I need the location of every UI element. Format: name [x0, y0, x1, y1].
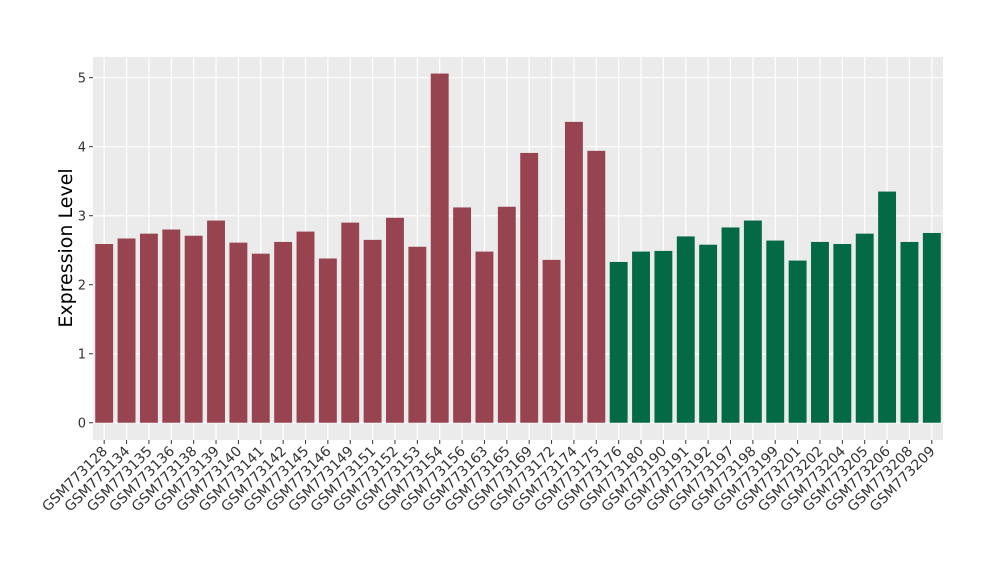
- bar: [386, 217, 404, 423]
- bar: [609, 261, 628, 423]
- bar: [497, 206, 516, 423]
- bar: [117, 238, 136, 423]
- y-axis-title: Expression Level: [55, 168, 77, 327]
- bar: [184, 235, 203, 423]
- bar: [363, 239, 382, 423]
- bar: [162, 229, 181, 423]
- bar: [95, 244, 114, 423]
- bar: [542, 259, 561, 423]
- y-tick-label: 2: [78, 279, 86, 294]
- bar: [341, 222, 360, 423]
- bar: [743, 220, 762, 423]
- bar: [632, 251, 650, 423]
- bar: [922, 232, 941, 423]
- bar: [654, 250, 673, 423]
- y-tick-label: 1: [78, 348, 86, 363]
- bar: [408, 246, 427, 423]
- bar: [251, 253, 270, 423]
- bar: [878, 191, 897, 423]
- y-tick-label: 5: [78, 72, 86, 87]
- bar: [788, 260, 807, 423]
- bar: [318, 258, 337, 423]
- bar: [296, 231, 315, 423]
- bar: [855, 233, 874, 423]
- bar: [430, 73, 449, 423]
- bar: [520, 152, 539, 423]
- y-tick-label: 0: [78, 417, 86, 432]
- bar: [139, 233, 158, 423]
- bar: [207, 220, 225, 423]
- bar: [900, 241, 919, 423]
- bar: [676, 236, 695, 423]
- y-tick-label: 3: [78, 210, 86, 225]
- y-tick-label: 4: [78, 141, 86, 156]
- bar: [587, 150, 606, 423]
- bar: [833, 244, 852, 423]
- bar: [274, 241, 293, 423]
- bar: [453, 207, 472, 423]
- bar: [564, 121, 583, 423]
- bar: [811, 241, 829, 423]
- bar: [229, 242, 248, 423]
- bar: [721, 227, 740, 423]
- bar: [475, 251, 494, 423]
- bar: [699, 244, 718, 423]
- bar: [766, 240, 785, 423]
